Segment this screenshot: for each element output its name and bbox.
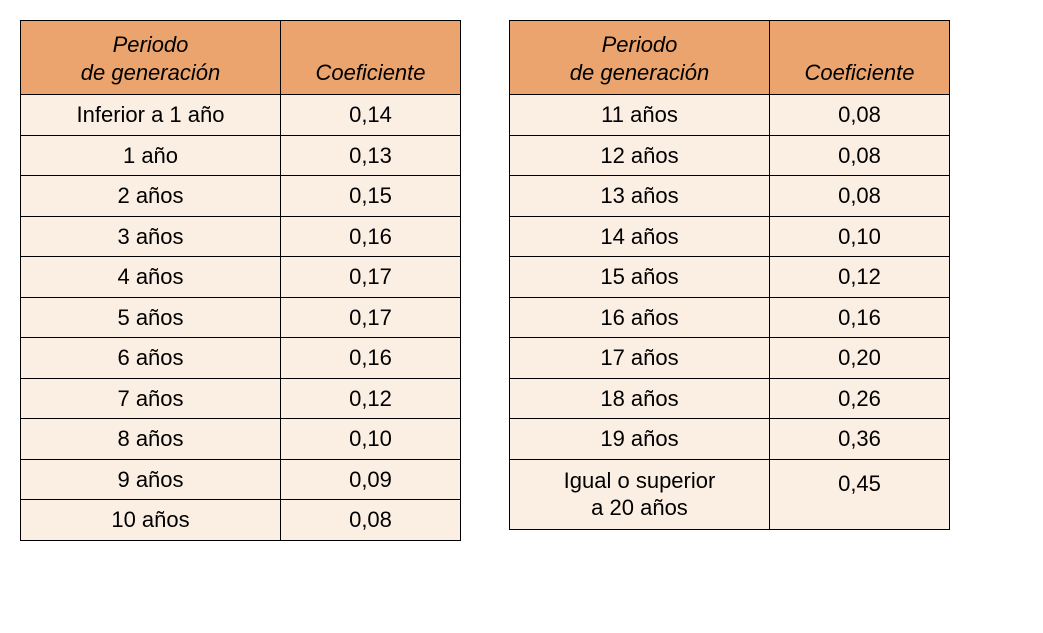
periodo-text-l1: Igual o superior [564,468,716,493]
table-row: Inferior a 1 año0,14 [21,95,461,136]
left-periodo-cell: 3 años [21,216,281,257]
right-coef-cell: 0,08 [770,95,950,136]
right-coef-cell: 0,16 [770,297,950,338]
table-row: 12 años0,08 [510,135,950,176]
left-coef-cell: 0,10 [281,419,461,460]
left-header-periodo: Periodo de generación [21,21,281,95]
left-coef-cell: 0,08 [281,500,461,541]
table-row: 18 años0,26 [510,378,950,419]
table-row: 9 años0,09 [21,459,461,500]
table-row: 19 años0,36 [510,419,950,460]
left-periodo-cell: 2 años [21,176,281,217]
left-coef-cell: 0,17 [281,257,461,298]
left-coef-cell: 0,09 [281,459,461,500]
table-row: 7 años0,12 [21,378,461,419]
right-periodo-cell: 19 años [510,419,770,460]
right-header-periodo: Periodo de generación [510,21,770,95]
left-periodo-cell: 4 años [21,257,281,298]
table-row: 11 años0,08 [510,95,950,136]
right-header-coef: Coeficiente [770,21,950,95]
left-coef-cell: 0,14 [281,95,461,136]
table-row: 17 años0,20 [510,338,950,379]
table-row: 15 años0,12 [510,257,950,298]
left-periodo-cell: 9 años [21,459,281,500]
left-header-periodo-l1: Periodo [113,32,189,57]
right-coef-cell: 0,10 [770,216,950,257]
periodo-text-l2: a 20 años [591,495,688,520]
table-row: 6 años0,16 [21,338,461,379]
table-row: 14 años0,10 [510,216,950,257]
left-header-coef: Coeficiente [281,21,461,95]
left-coef-cell: 0,17 [281,297,461,338]
left-coef-cell: 0,16 [281,216,461,257]
right-periodo-cell: 15 años [510,257,770,298]
right-header-coef-l1: Coeficiente [804,60,914,85]
right-periodo-cell: 12 años [510,135,770,176]
right-header-periodo-l1: Periodo [602,32,678,57]
table-row: 10 años0,08 [21,500,461,541]
right-coef-cell: 0,12 [770,257,950,298]
table-row: 5 años0,17 [21,297,461,338]
right-header-periodo-l2: de generación [570,60,709,85]
right-periodo-cell: 17 años [510,338,770,379]
table-row: 3 años0,16 [21,216,461,257]
right-periodo-cell: 14 años [510,216,770,257]
left-coef-cell: 0,13 [281,135,461,176]
right-coef-cell: 0,45 [770,459,950,529]
table-row: 2 años0,15 [21,176,461,217]
left-periodo-cell: 7 años [21,378,281,419]
left-periodo-cell: 10 años [21,500,281,541]
left-header-periodo-l2: de generación [81,60,220,85]
left-table: Periodo de generación Coeficiente Inferi… [20,20,461,541]
table-row: 8 años0,10 [21,419,461,460]
right-coef-cell: 0,26 [770,378,950,419]
right-table: Periodo de generación Coeficiente 11 año… [509,20,950,530]
left-coef-cell: 0,15 [281,176,461,217]
right-coef-cell: 0,20 [770,338,950,379]
left-periodo-cell: Inferior a 1 año [21,95,281,136]
right-coef-cell: 0,08 [770,176,950,217]
right-coef-cell: 0,36 [770,419,950,460]
left-coef-cell: 0,12 [281,378,461,419]
left-periodo-cell: 5 años [21,297,281,338]
right-periodo-cell: 16 años [510,297,770,338]
left-periodo-cell: 1 año [21,135,281,176]
right-periodo-cell: 18 años [510,378,770,419]
left-periodo-cell: 8 años [21,419,281,460]
left-header-row: Periodo de generación Coeficiente [21,21,461,95]
right-periodo-cell: Igual o superiora 20 años [510,459,770,529]
left-header-coef-l1: Coeficiente [315,60,425,85]
left-periodo-cell: 6 años [21,338,281,379]
table-row: 1 año0,13 [21,135,461,176]
table-row: 16 años0,16 [510,297,950,338]
table-row: 4 años0,17 [21,257,461,298]
left-tbody: Inferior a 1 año0,141 año0,132 años0,153… [21,95,461,541]
right-tbody: 11 años0,0812 años0,0813 años0,0814 años… [510,95,950,530]
table-row: Igual o superiora 20 años0,45 [510,459,950,529]
right-periodo-cell: 13 años [510,176,770,217]
right-coef-cell: 0,08 [770,135,950,176]
right-header-row: Periodo de generación Coeficiente [510,21,950,95]
right-periodo-cell: 11 años [510,95,770,136]
left-coef-cell: 0,16 [281,338,461,379]
table-row: 13 años0,08 [510,176,950,217]
